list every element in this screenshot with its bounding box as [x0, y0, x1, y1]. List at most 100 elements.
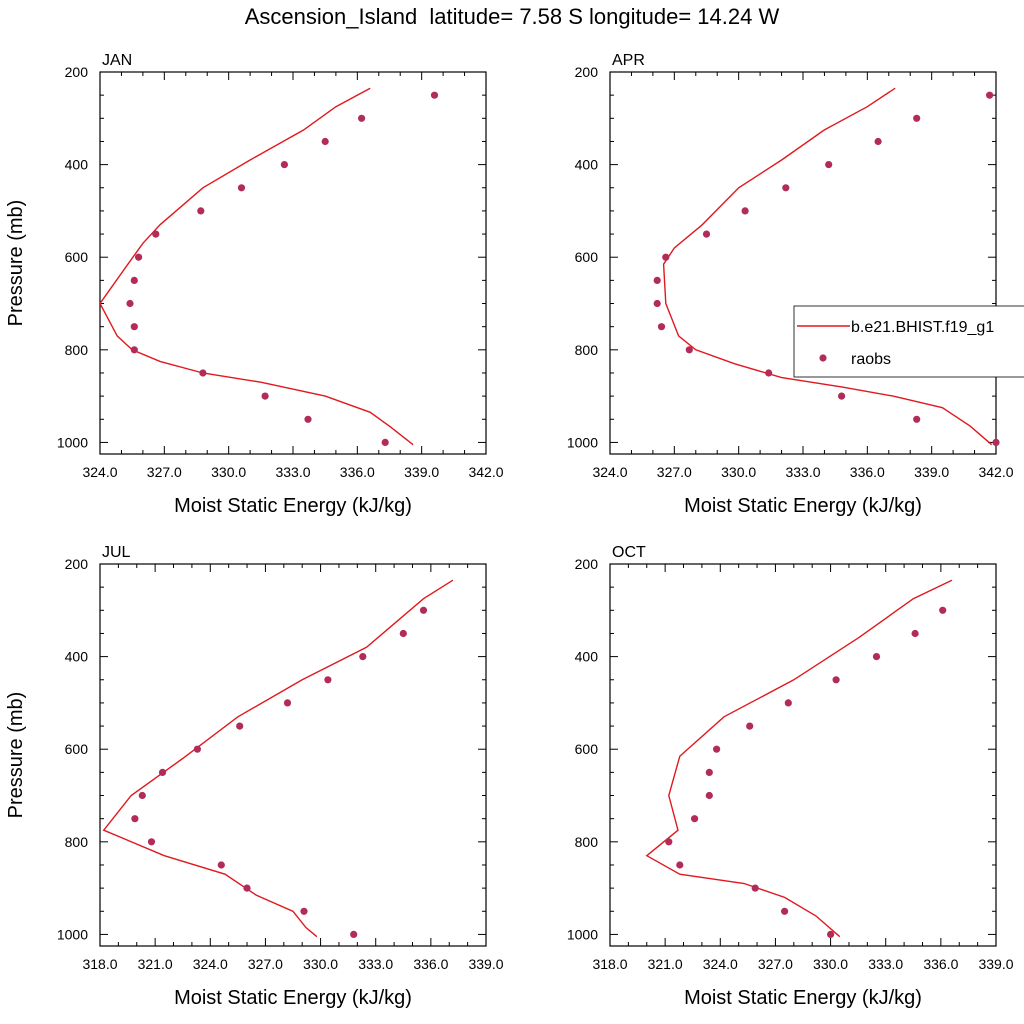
chart-panel-jan: 324.0 327.0 330.0 333.0 336.0 339.0 342.0 200 40…	[5, 52, 504, 517]
x-tick-label: 339.0	[404, 464, 439, 480]
panel-title: OCT	[612, 544, 646, 561]
figure-title: Ascension_Island latitude= 7.58 S longit…	[244, 4, 780, 29]
raobs-point	[939, 606, 947, 614]
raobs-point	[283, 699, 292, 707]
x-tick-label: 330.0	[211, 464, 246, 480]
x-tick-label: 327.0	[758, 956, 793, 972]
raobs-point	[784, 699, 792, 707]
raobs-point	[691, 815, 699, 823]
raobs-point	[358, 114, 366, 122]
x-tick-label: 336.0	[923, 956, 958, 972]
x-tick-label: 336.0	[413, 956, 448, 972]
raobs-point	[685, 346, 693, 354]
x-axis-label: Moist Static Energy (kJ/kg)	[684, 987, 922, 1009]
x-tick-label: 333.0	[358, 956, 393, 972]
raobs-point	[130, 323, 138, 331]
raobs-point	[217, 861, 225, 869]
y-tick-label: 200	[65, 556, 89, 572]
raobs-point	[782, 184, 790, 192]
x-tick-label: 318.0	[592, 956, 627, 972]
raobs-point	[825, 161, 833, 169]
raobs-point	[653, 299, 661, 308]
raobs-point	[197, 207, 205, 215]
x-tick-label: 336.0	[340, 464, 375, 480]
panel-title: JUL	[102, 544, 131, 561]
model-profile-line	[645, 579, 953, 938]
y-tick-label: 600	[575, 249, 599, 265]
raobs-point	[838, 392, 846, 400]
raobs-point	[741, 207, 749, 215]
x-tick-label: 342.0	[468, 464, 503, 480]
x-tick-label: 339.0	[914, 464, 949, 480]
raobs-point	[827, 930, 835, 939]
x-axis-label: Moist Static Energy (kJ/kg)	[684, 495, 922, 517]
raobs-point	[713, 745, 721, 753]
x-tick-label: 327.0	[657, 464, 692, 480]
y-tick-label: 1000	[567, 434, 598, 450]
y-axis-label: Pressure (mb)	[5, 200, 27, 327]
raobs-point	[126, 299, 134, 308]
raobs-point	[419, 606, 428, 614]
raobs-point	[300, 907, 308, 915]
legend-label: raobs	[851, 351, 891, 368]
y-tick-label: 1000	[57, 926, 88, 942]
x-tick-label: 339.0	[468, 956, 503, 972]
raobs-point	[705, 768, 713, 777]
raobs-point	[653, 276, 661, 284]
y-tick-label: 200	[575, 556, 599, 572]
y-tick-label: 200	[65, 64, 89, 80]
raobs-point	[324, 676, 332, 684]
raobs-point	[911, 629, 919, 638]
legend-dot-swatch	[819, 354, 827, 362]
plot-frame	[609, 71, 997, 455]
x-tick-label: 333.0	[785, 464, 820, 480]
x-tick-label: 330.0	[813, 956, 848, 972]
raobs-point	[199, 369, 207, 377]
raobs-point	[872, 653, 881, 661]
panel-title: APR	[612, 52, 645, 69]
raobs-point	[131, 815, 139, 823]
panel-title: JAN	[102, 52, 132, 69]
x-tick-label: 327.0	[248, 956, 283, 972]
y-tick-label: 600	[65, 249, 89, 265]
raobs-point	[321, 137, 329, 146]
x-tick-label: 324.0	[703, 956, 738, 972]
y-tick-label: 800	[65, 342, 89, 358]
legend-box	[793, 305, 1024, 378]
y-tick-label: 800	[575, 834, 599, 850]
x-tick-label: 333.0	[868, 956, 903, 972]
plot-frame	[99, 563, 487, 947]
raobs-point	[702, 230, 711, 238]
y-tick-label: 600	[575, 741, 599, 757]
chart-panel-jul: 318.0 321.0 324.0 327.0 330.0 333.0 336.0 339.0…	[5, 544, 504, 1009]
raobs-point	[676, 861, 684, 869]
raobs-point	[381, 438, 389, 446]
raobs-point	[913, 415, 921, 423]
x-tick-label: 342.0	[978, 464, 1013, 480]
raobs-point	[304, 415, 312, 423]
x-tick-label: 318.0	[82, 956, 117, 972]
x-tick-label: 333.0	[275, 464, 310, 480]
raobs-point	[237, 184, 246, 192]
raobs-point	[280, 161, 288, 169]
raobs-point	[986, 91, 994, 99]
plot-frame	[99, 71, 487, 455]
raobs-point	[657, 323, 666, 331]
raobs-point	[662, 253, 670, 261]
raobs-point	[193, 745, 201, 753]
y-tick-label: 600	[65, 741, 89, 757]
raobs-point	[913, 114, 921, 122]
raobs-point	[665, 838, 673, 846]
raobs-point	[350, 930, 358, 939]
x-tick-label: 339.0	[978, 956, 1013, 972]
x-tick-label: 327.0	[147, 464, 182, 480]
plot-frame	[609, 563, 997, 947]
x-tick-label: 330.0	[303, 956, 338, 972]
y-tick-label: 1000	[57, 434, 88, 450]
raobs-point	[430, 91, 439, 99]
raobs-point	[746, 722, 754, 730]
raobs-point	[874, 137, 882, 146]
raobs-point	[236, 722, 244, 730]
x-tick-label: 321.0	[648, 956, 683, 972]
